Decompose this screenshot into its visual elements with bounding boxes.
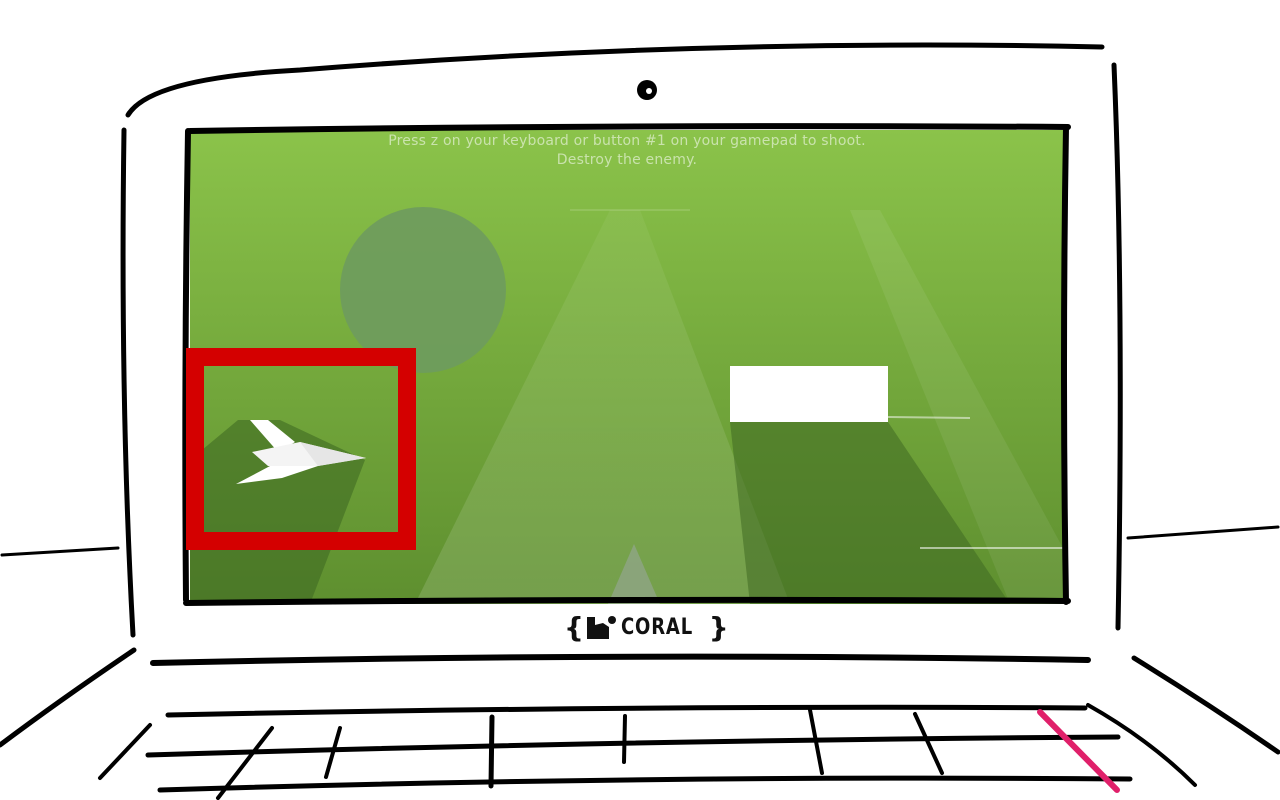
key-divider-6 [913,712,944,775]
instruction-line-2: Destroy the enemy. [556,152,698,168]
keyboard-row-3 [157,775,1133,793]
logo-brace-open: { [564,611,584,644]
laptop-lid-left-edge [120,127,136,638]
keyboard-right-diag [1086,703,1197,787]
laptop-base-right-edge [1131,655,1280,755]
keyboard-left-diag [98,723,152,780]
logo-brace-close: } [708,611,729,644]
game-screen[interactable]: Press z on your keyboard or button #1 on… [190,130,1064,604]
keyboard-row-1 [165,704,1088,718]
key-divider-1 [216,726,274,800]
key-divider-2 [324,726,342,779]
key-divider-3 [488,714,495,789]
enemy-shadow [730,422,1010,604]
game-scene [190,130,1064,604]
laptop-base-left-edge [0,647,137,748]
table-line-right [1126,525,1280,540]
key-divider-5 [808,708,824,775]
background-planet [340,207,506,373]
player-ship-shadow [190,420,365,604]
enemy-block [730,366,888,422]
webcam-icon [637,80,657,100]
player-ship-icon [236,420,366,484]
light-beam [850,210,1064,604]
keyboard-row-2 [145,734,1121,758]
instruction-line-1: Press z on your keyboard or button #1 on… [388,133,866,149]
table-line-left [0,546,120,557]
terrain-spike [608,544,660,604]
laptop-lid-top-edge [125,42,1105,118]
stylus-stroke [1037,709,1120,793]
coral-brand-logo: { CORAL } [564,608,729,648]
laptop-lid-bottom-edge [150,653,1091,666]
enemy-motion-streak [887,416,971,419]
logo-wordmark: CORAL [620,615,693,640]
key-divider-4 [622,714,627,764]
coral-logo-icon [586,613,617,643]
game-instructions: Press z on your keyboard or button #1 on… [190,132,1064,170]
light-beam [415,210,790,604]
laptop-lid-right-edge [1111,62,1123,631]
player-ship-highlight [186,348,416,550]
